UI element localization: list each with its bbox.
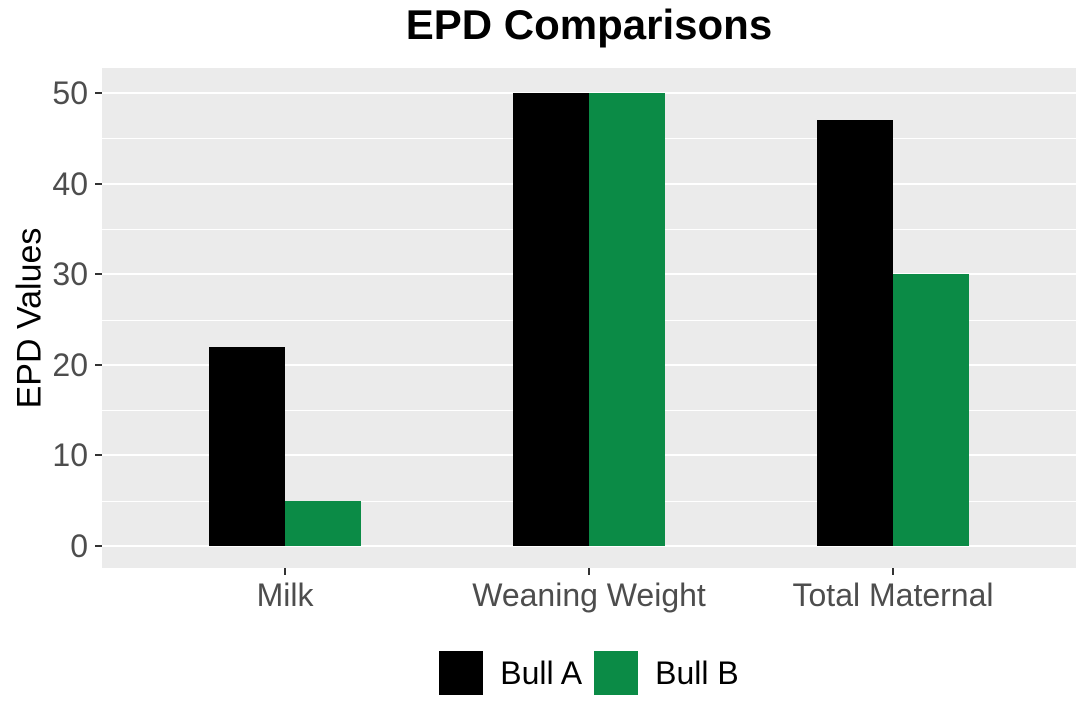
y-axis-tick <box>95 454 102 456</box>
bar-bull-a-total-maternal <box>817 120 893 546</box>
y-tick-label: 20 <box>52 347 88 383</box>
bar-bull-a-milk <box>209 347 285 546</box>
y-tick-label: 40 <box>52 166 88 202</box>
legend-key-bull-b <box>594 651 639 695</box>
legend-label: Bull A <box>500 655 583 691</box>
y-tick-label: 10 <box>52 437 88 473</box>
x-tick-label: Milk <box>256 577 314 613</box>
y-tick-label: 0 <box>70 528 88 564</box>
y-axis-tick <box>95 364 102 366</box>
y-axis-tick <box>95 183 102 185</box>
x-axis-tick <box>588 568 590 575</box>
y-axis-tick <box>95 273 102 275</box>
bar-bull-b-milk <box>285 501 361 546</box>
legend-item: Bull B <box>594 651 739 695</box>
y-tick-label: 30 <box>52 256 88 292</box>
bar-bull-a-weaning-weight <box>513 93 589 546</box>
x-axis-tick <box>284 568 286 575</box>
gridline-major <box>102 545 1076 547</box>
legend-key-bull-a <box>439 651 484 695</box>
x-tick-label: Total Maternal <box>792 577 994 613</box>
bar-bull-b-weaning-weight <box>589 93 665 546</box>
legend-item: Bull A <box>439 651 582 695</box>
x-tick-label: Weaning Weight <box>472 577 706 613</box>
legend-label: Bull B <box>655 655 739 691</box>
y-axis-tick <box>95 92 102 94</box>
bar-bull-b-total-maternal <box>893 274 969 546</box>
y-axis-tick <box>95 545 102 547</box>
chart-title: EPD Comparisons <box>405 1 773 48</box>
x-axis-tick <box>892 568 894 575</box>
legend: Bull A Bull B <box>102 651 1076 695</box>
y-tick-label: 50 <box>52 75 88 111</box>
plot-panel <box>102 68 1076 568</box>
